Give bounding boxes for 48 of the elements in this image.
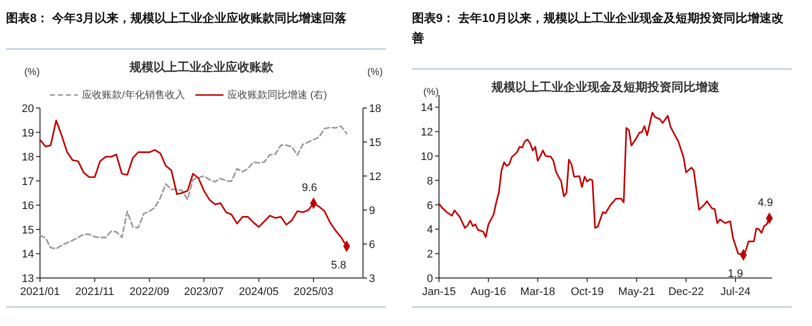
x-tick-label: 2024/05 xyxy=(238,286,279,298)
data-label: 4.9 xyxy=(758,197,773,210)
x-tick-label: Jul-24 xyxy=(720,286,750,298)
y-tick-label: 20 xyxy=(22,103,34,115)
y-tick-label: 4 xyxy=(426,224,433,236)
chart-title: 图表8： 今年3月以来，规模以上工业企业应收账款同比增速回落 xyxy=(6,11,348,25)
y-tick-label: 8 xyxy=(426,175,433,188)
x-tick-label: Dec-22 xyxy=(668,286,704,298)
y2-tick-label: 9 xyxy=(369,205,376,217)
x-tick-label: Oct-19 xyxy=(570,286,604,298)
x-tick-label: 2021/11 xyxy=(75,286,114,298)
y-tick-label: 12 xyxy=(420,126,433,139)
chart-subtitle: 规模以上工业企业应收账款 xyxy=(128,60,274,74)
y2-axis-title: (%) xyxy=(367,67,383,78)
y2-tick-label: 3 xyxy=(369,273,376,285)
x-tick-label: 2025/03 xyxy=(294,286,334,298)
y-axis-title: (%) xyxy=(423,87,439,98)
y-tick-label: 0 xyxy=(426,273,433,285)
x-tick-label: 2021/01 xyxy=(20,286,60,298)
y-tick-label: 14 xyxy=(22,248,34,261)
data-label: 9.6 xyxy=(302,182,318,194)
chart-subtitle: 规模以上工业企业现金及短期投资同比增速 xyxy=(490,80,720,94)
y-tick-label: 17 xyxy=(22,176,34,188)
y-tick-label: 2 xyxy=(426,248,433,261)
y-tick-label: 6 xyxy=(426,200,433,212)
y-axis-title: (%) xyxy=(24,67,40,78)
y-tick-label: 13 xyxy=(22,273,34,285)
y-tick-label: 19 xyxy=(22,127,34,140)
legend-label: 应收账款同比增速 (右) xyxy=(228,89,327,101)
y2-tick-label: 18 xyxy=(369,103,382,115)
x-tick-label: 2022/09 xyxy=(130,286,170,298)
y2-tick-label: 12 xyxy=(369,171,382,183)
y2-tick-label: 15 xyxy=(369,137,382,149)
chart-title: 图表9： 去年10月以来，规模以上工业企业现金及短期投资同比增速改善 xyxy=(411,11,784,45)
x-tick-label: Jan-15 xyxy=(422,286,456,298)
x-tick-label: 2023/07 xyxy=(184,286,224,298)
y-tick-label: 10 xyxy=(420,151,433,163)
x-tick-label: Aug-16 xyxy=(470,286,506,298)
legend-label: 应收账款/年化销售收入 xyxy=(82,89,185,101)
y-tick-label: 18 xyxy=(22,152,34,164)
data-label: 5.8 xyxy=(330,259,346,272)
x-tick-label: Mar-18 xyxy=(520,286,556,298)
y-tick-label: 14 xyxy=(420,102,433,114)
x-tick-label: May-21 xyxy=(618,286,655,298)
y-tick-label: 15 xyxy=(22,224,34,236)
y-tick-label: 16 xyxy=(22,200,34,212)
y2-tick-label: 6 xyxy=(369,239,376,251)
data-label: 1.9 xyxy=(728,268,744,280)
